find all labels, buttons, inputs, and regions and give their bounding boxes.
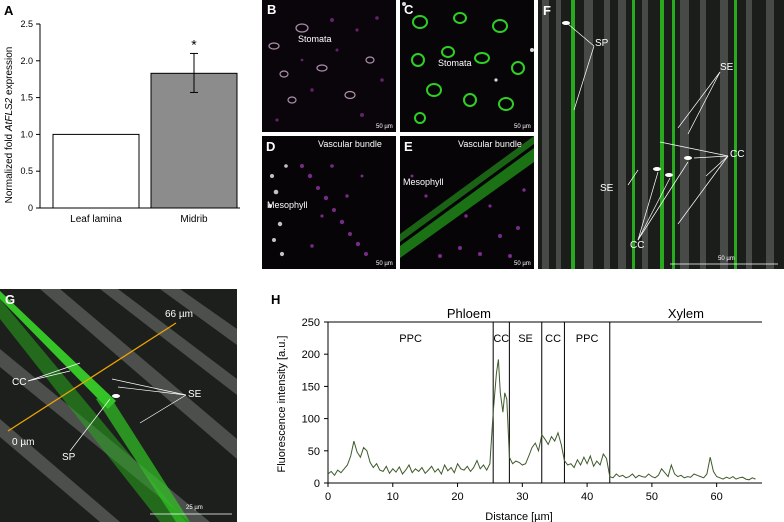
bar-y-tick-label: 2.5 [20, 19, 33, 29]
region-label-sub: CC [493, 333, 509, 345]
line-y-tick-label: 150 [302, 381, 320, 393]
panel-c-image [400, 0, 534, 132]
scale-bar-c: 50 µm [514, 124, 531, 130]
panel-g-image [0, 289, 237, 522]
scale-bar-g: 25 µm [186, 505, 203, 511]
panel-label-c: C [404, 2, 414, 17]
line-x-tick-label: 10 [387, 491, 399, 503]
scale-bar-f: 50 µm [718, 256, 735, 262]
bar-category-label: Midrib [180, 214, 208, 225]
bar-y-tick-label: 2.0 [20, 56, 33, 66]
line-chart-xlabel: Distance [µm] [485, 511, 552, 522]
panel-e-image [400, 136, 534, 269]
cc-label-g: CC [12, 377, 27, 388]
panel-label-h: H [271, 292, 281, 307]
line-chart: 0 50 100 150 200 250 0 10 20 30 40 50 60 Phloem Xylem… [276, 306, 762, 522]
region-label-top: Xylem [668, 306, 704, 321]
transect-start-label: 0 µm [12, 437, 35, 448]
panel-label-f: F [543, 3, 551, 18]
panel-label-d: D [266, 139, 276, 154]
line-y-tick-label: 50 [308, 446, 320, 458]
panel-e-micrograph: E Vascular bundle Mesophyll 50 µm [400, 136, 534, 269]
bar-y-tick-label: 1.0 [20, 129, 33, 139]
panel-label-g: G [5, 292, 16, 307]
se-label-f-1: SE [720, 62, 734, 73]
bar-category-label: Leaf lamina [70, 214, 122, 225]
mesophyll-label-d: Mesophyll [267, 200, 308, 210]
mesophyll-label-e: Mesophyll [403, 177, 444, 187]
vascular-label-e: Vascular bundle [458, 139, 522, 149]
region-label-sub: PPC [399, 333, 422, 345]
bar-0 [52, 133, 140, 209]
line-y-tick-label: 0 [314, 478, 320, 490]
transect-end-label: 66 µm [165, 309, 193, 320]
panel-c-micrograph: C Stomata 50 µm [400, 0, 534, 132]
se-label-f-2: SE [600, 183, 614, 194]
line-x-tick-label: 60 [711, 491, 723, 503]
bar-y-tick-label: 0.5 [20, 166, 33, 176]
panel-label-a: A [4, 3, 14, 18]
sp-label-g: SP [62, 452, 76, 463]
panel-d-image [262, 136, 396, 269]
scale-bar-d: 50 µm [376, 261, 393, 267]
line-y-tick-label: 100 [302, 414, 320, 426]
panel-f-micrograph: F SP SE SE CC CC 50 µm [538, 0, 784, 269]
bar-y-tick-label: 0 [28, 203, 33, 213]
significance-star: * [191, 36, 197, 52]
panel-label-b: B [267, 2, 277, 17]
line-y-tick-label: 250 [302, 317, 320, 329]
panel-d-micrograph: D Vascular bundle Mesophyll 50 µm [262, 136, 396, 269]
panel-b-image [262, 0, 396, 132]
line-x-tick-label: 30 [516, 491, 528, 503]
line-chart-ylabel: Fluorescence intensity [a.u.] [276, 336, 288, 473]
panel-label-e: E [404, 139, 413, 154]
fluorescence-trace [327, 359, 756, 481]
bar-chart: 0 0.5 1.0 1.5 2.0 2.5 Leaf lamina Midrib * Norm… [4, 19, 240, 225]
se-label-g: SE [188, 389, 202, 400]
region-label-sub: SE [518, 333, 533, 345]
sp-label-f: SP [595, 38, 609, 49]
scale-bar-b: 50 µm [376, 124, 393, 130]
cc-label-f-2: CC [630, 240, 645, 251]
panel-b-micrograph: B Stomata 50 µm [262, 0, 396, 132]
stomata-label-c: Stomata [438, 58, 472, 68]
line-y-tick-label: 200 [302, 349, 320, 361]
line-x-tick-label: 20 [451, 491, 463, 503]
region-label-sub: PPC [576, 333, 599, 345]
region-label-top: Phloem [447, 306, 491, 321]
panel-f-image [538, 0, 784, 269]
panel-g-micrograph: G CC SE SP 0 µm 66 µm 25 µm [0, 289, 237, 522]
vascular-label-d: Vascular bundle [318, 139, 382, 149]
bar-y-tick-label: 1.5 [20, 93, 33, 103]
scale-bar-e: 50 µm [514, 261, 531, 267]
region-label-sub: CC [545, 333, 561, 345]
panel-h: H 0 50 100 150 200 250 0 10 20 30 40 50 60 Phloem Xyl… [262, 286, 784, 522]
line-x-tick-label: 0 [325, 491, 331, 503]
bar-chart-ylabel: Normalized fold AtFLS2 expression [4, 47, 15, 204]
panel-a: A 0 0.5 1.0 1.5 2.0 2.5 Leaf lamina Midrib * No… [0, 0, 258, 240]
bar-1 [150, 72, 238, 209]
line-x-tick-label: 50 [646, 491, 658, 503]
stomata-label-b: Stomata [298, 34, 332, 44]
cc-label-f-1: CC [730, 149, 745, 160]
line-x-tick-label: 40 [581, 491, 593, 503]
